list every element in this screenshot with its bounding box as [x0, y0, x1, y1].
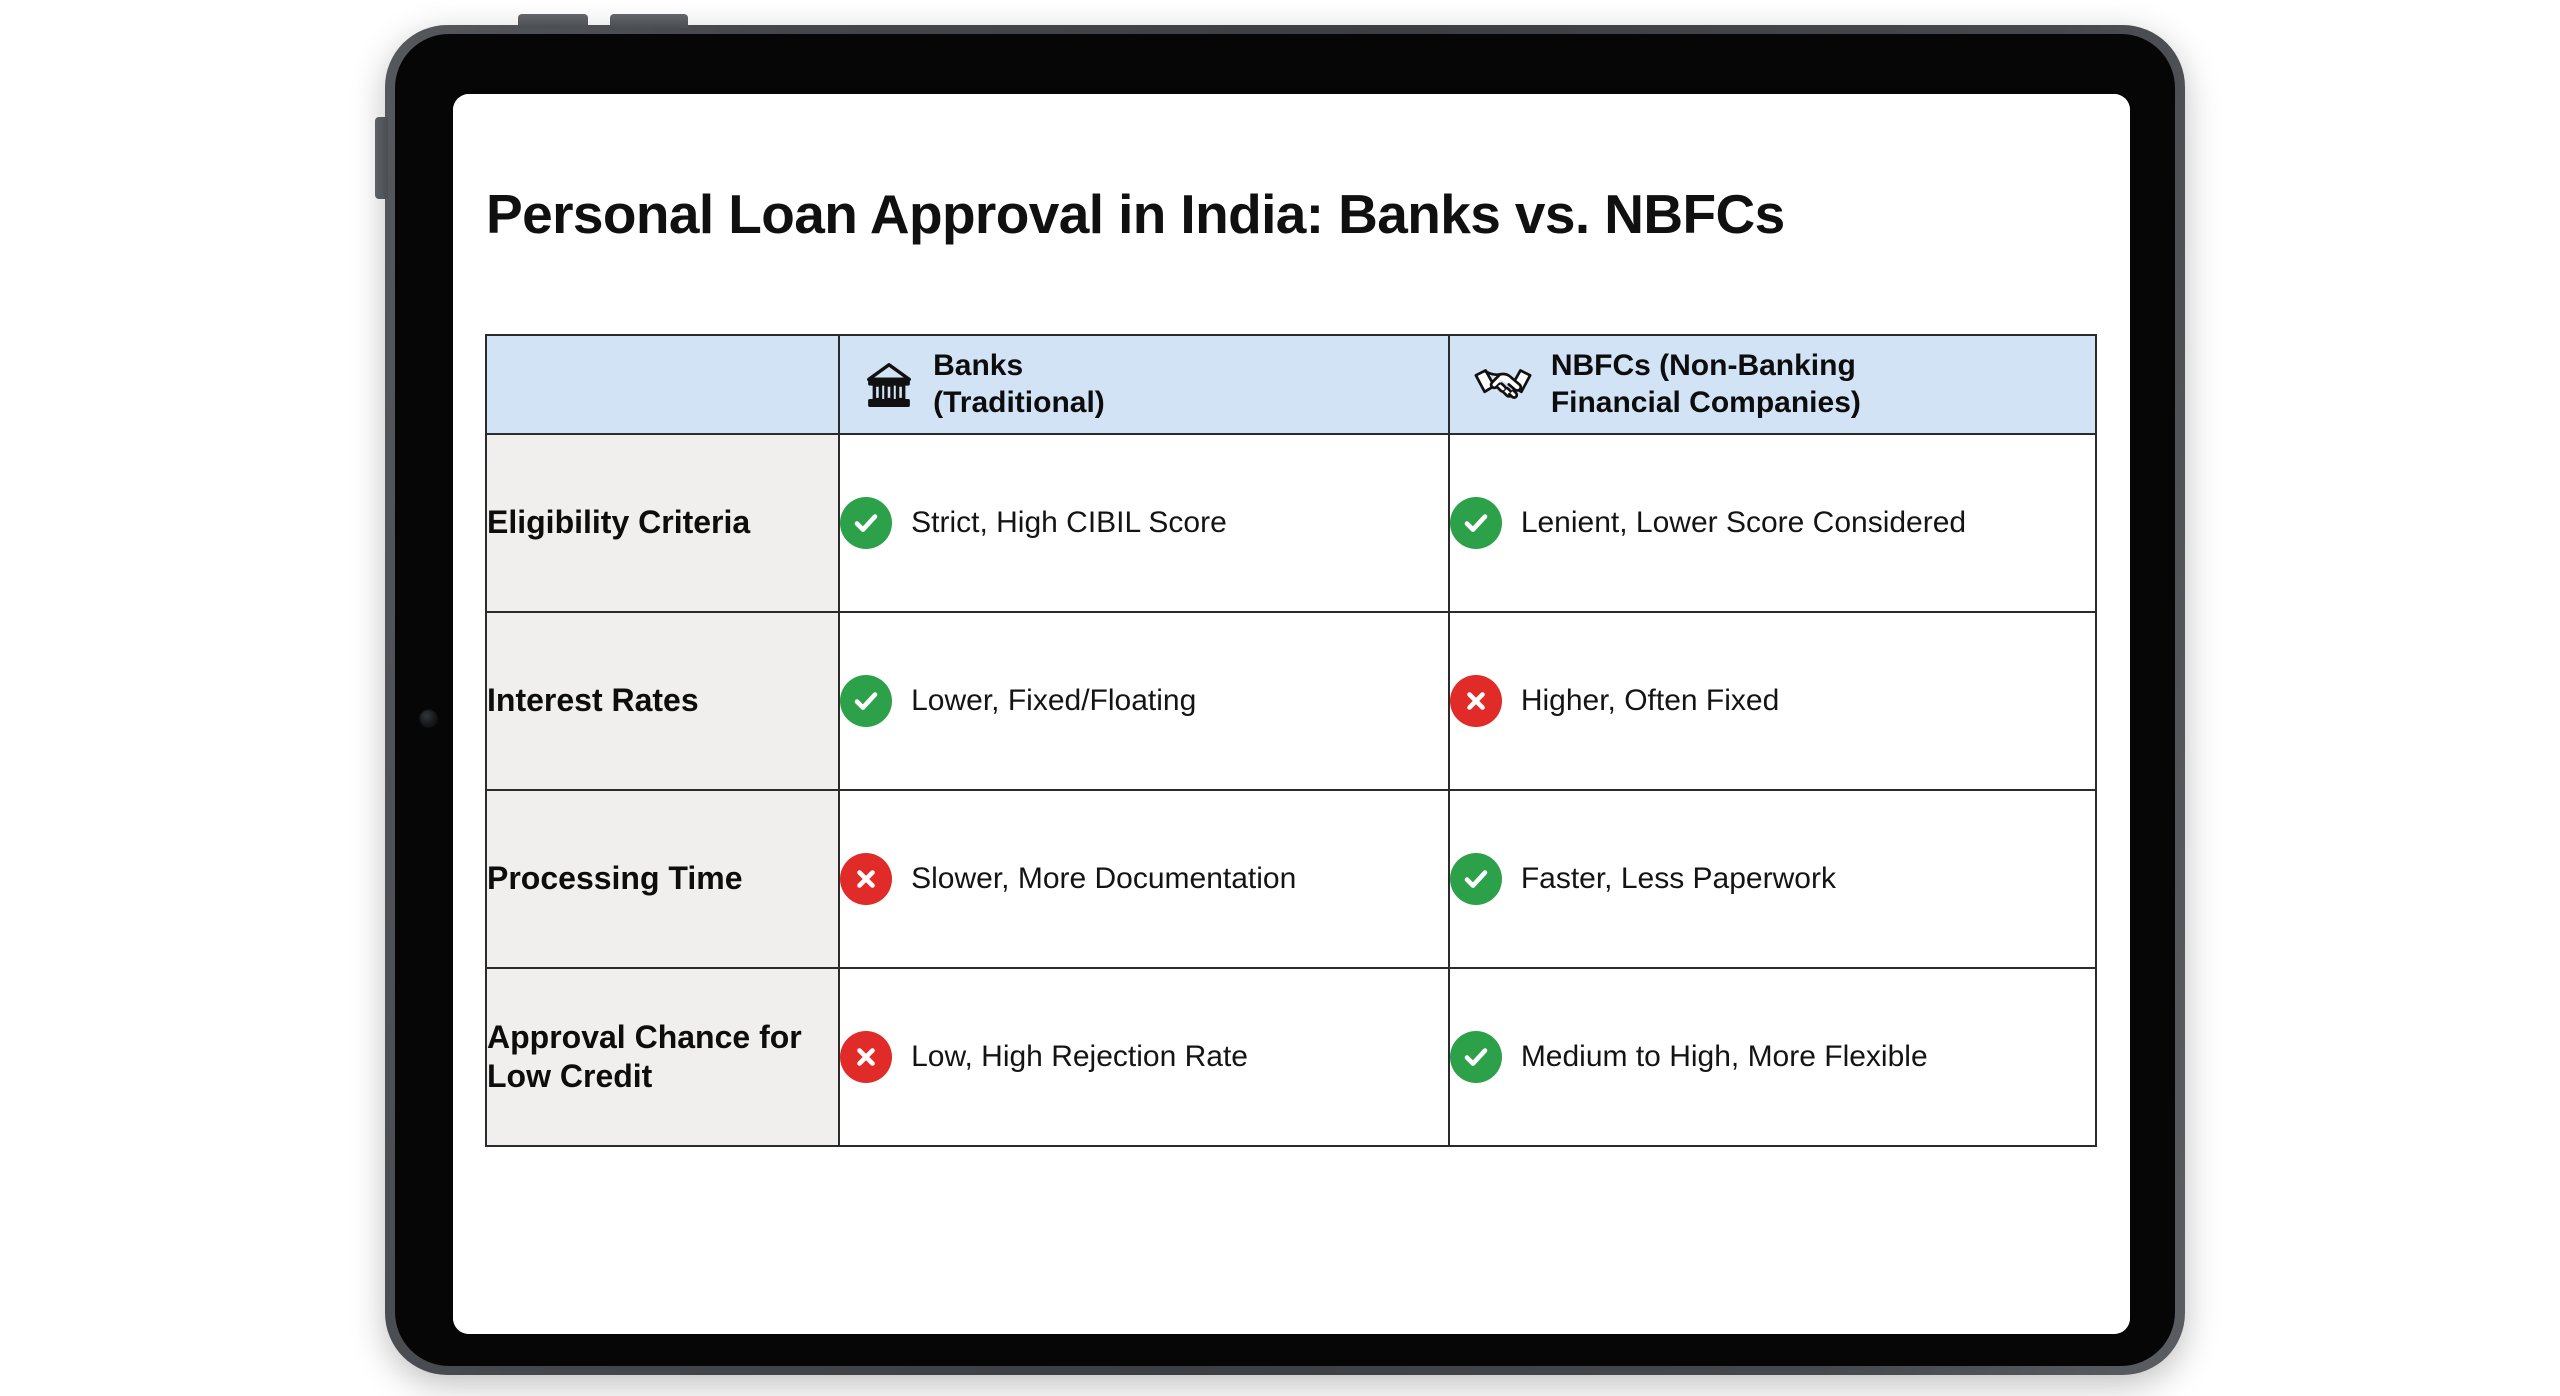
table-header: Banks (Traditional) [484, 334, 2098, 435]
table-header-row: Banks (Traditional) [484, 334, 2098, 435]
check-icon [1449, 853, 1502, 905]
tablet-device: Personal Loan Approval in India: Banks v… [375, 14, 2185, 1375]
check-icon [840, 675, 893, 727]
header-cell-empty [484, 334, 841, 435]
slide-canvas: Personal Loan Approval in India: Banks v… [453, 94, 2130, 1334]
cell-text: Lenient, Lower Score Considered [1520, 505, 1967, 539]
header-label-banks: Banks (Traditional) [933, 348, 1105, 419]
row-label: Processing Time [487, 860, 743, 897]
page-title: Personal Loan Approval in India: Banks v… [486, 183, 1785, 245]
cell-text: Low, High Rejection Rate [911, 1039, 1248, 1073]
row-label-cell: Eligibility Criteria [484, 433, 841, 613]
screen-bezel: Personal Loan Approval in India: Banks v… [395, 34, 2175, 1366]
check-icon [1449, 497, 1502, 549]
front-camera-icon [420, 710, 437, 727]
volume-down-button[interactable] [610, 14, 688, 28]
cell-text: Higher, Often Fixed [1520, 683, 1780, 717]
table-body: Eligibility Criteria Strict, High CIBIL … [484, 433, 2098, 1147]
cell-text: Lower, Fixed/Floating [911, 683, 1197, 717]
row-label: Approval Chance for Low Credit [487, 1018, 802, 1094]
header-label-nbfcs: NBFCs (Non-Banking Financial Companies) [1550, 348, 1861, 419]
cell-text: Slower, More Documentation [911, 861, 1297, 895]
cell-banks: Lower, Fixed/Floating [838, 611, 1450, 791]
cross-icon [1449, 675, 1502, 727]
cross-icon [840, 853, 893, 905]
table-row: Processing Time Slower, More Documentati… [484, 789, 2098, 969]
comparison-table: Banks (Traditional) [484, 334, 2098, 1147]
cell-text: Faster, Less Paperwork [1520, 861, 1836, 895]
header-cell-banks: Banks (Traditional) [838, 334, 1450, 435]
cell-banks: Slower, More Documentation [838, 789, 1450, 969]
table-row: Interest Rates Lower, Fixed/Floating [484, 611, 2098, 791]
handshake-icon [1472, 360, 1534, 410]
cell-nbfcs: Medium to High, More Flexible [1447, 967, 2098, 1147]
row-label-cell: Interest Rates [484, 611, 841, 791]
volume-up-button[interactable] [518, 14, 588, 28]
row-label: Interest Rates [487, 682, 699, 719]
cell-banks: Strict, High CIBIL Score [838, 433, 1450, 613]
cell-nbfcs: Higher, Often Fixed [1447, 611, 2098, 791]
tablet-screen: Personal Loan Approval in India: Banks v… [453, 94, 2130, 1334]
cross-icon [840, 1031, 893, 1083]
row-label: Eligibility Criteria [487, 504, 751, 541]
cell-text: Medium to High, More Flexible [1520, 1039, 1928, 1073]
cell-text: Strict, High CIBIL Score [911, 505, 1227, 539]
check-icon [840, 497, 893, 549]
check-icon [1449, 1031, 1502, 1083]
cell-nbfcs: Lenient, Lower Score Considered [1447, 433, 2098, 613]
table-row: Eligibility Criteria Strict, High CIBIL … [484, 433, 2098, 613]
cell-nbfcs: Faster, Less Paperwork [1447, 789, 2098, 969]
table-row: Approval Chance for Low Credit Low, High… [484, 967, 2098, 1147]
row-label-cell: Processing Time [484, 789, 841, 969]
power-button[interactable] [375, 117, 388, 199]
row-label-cell: Approval Chance for Low Credit [484, 967, 841, 1147]
cell-banks: Low, High Rejection Rate [838, 967, 1450, 1147]
bank-icon [862, 358, 916, 412]
header-cell-nbfcs: NBFCs (Non-Banking Financial Companies) [1447, 334, 2098, 435]
